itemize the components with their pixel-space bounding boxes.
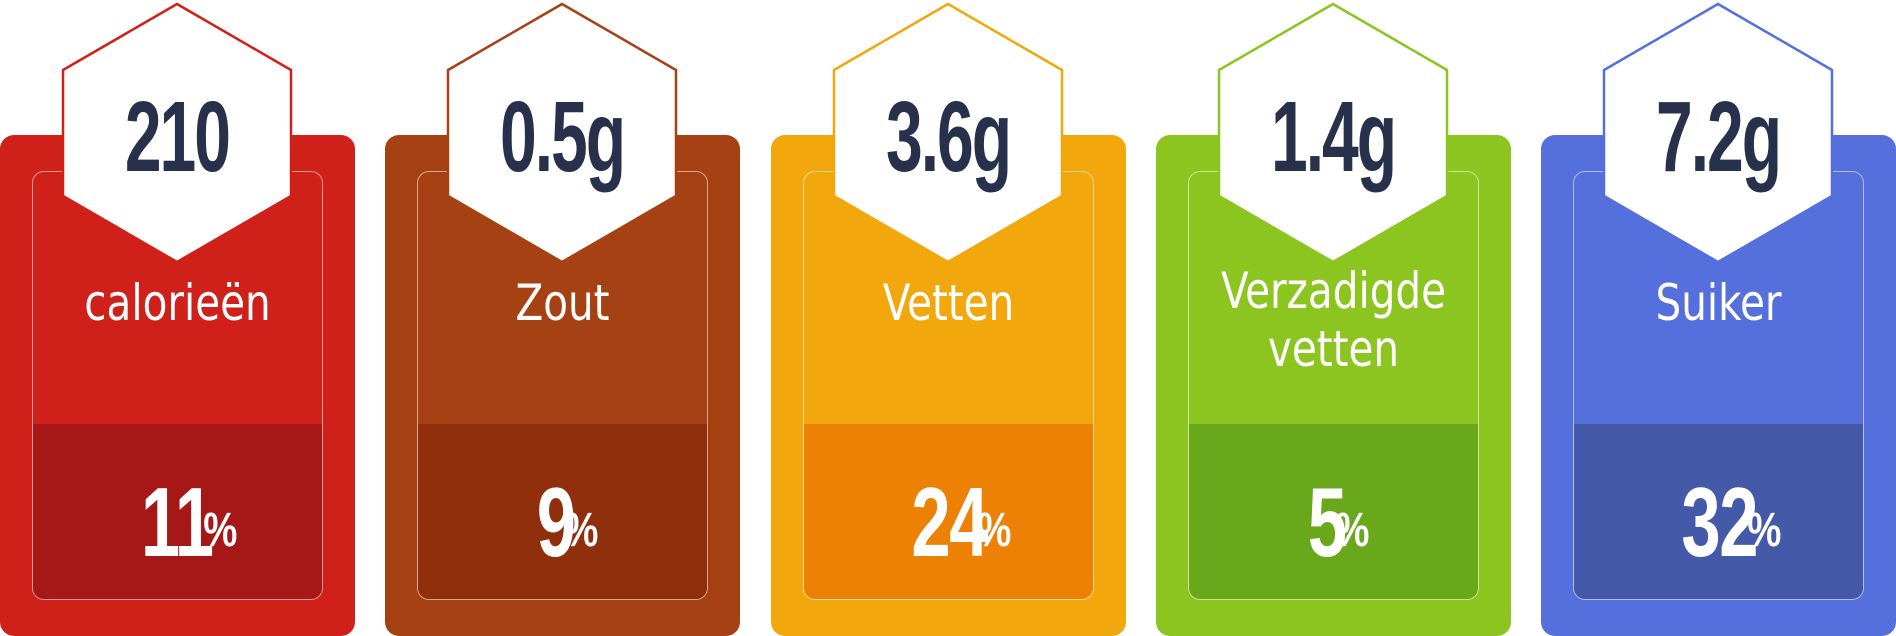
nutrient-label: Suiker: [1655, 274, 1782, 332]
percent-symbol: %: [1746, 504, 1782, 557]
hexagon-value: 3.6g: [828, 82, 1068, 192]
value-text: 3.6g: [885, 81, 1012, 193]
nutrition-card-fats: Vetten 24%: [771, 135, 1126, 636]
percent-value: 32: [1681, 467, 1758, 577]
percent-value: 24: [911, 467, 988, 577]
hexagon-value: 210: [57, 82, 297, 192]
hexagon-value: 1.4g: [1213, 82, 1453, 192]
value-text: 0.5g: [499, 81, 626, 193]
percent-symbol: %: [1335, 504, 1370, 557]
hexagon-badge-fats: [832, 2, 1064, 264]
percent-panel: [33, 424, 322, 599]
card-frame: Verzadigde vetten 5%: [1188, 171, 1479, 600]
hexagon-badge-saturated-fats: [1217, 2, 1449, 264]
daily-percent: 32%: [1574, 472, 1863, 572]
percent-panel: [418, 424, 707, 599]
percent-panel: [804, 424, 1093, 599]
nutrient-label: Vetten: [882, 274, 1015, 332]
percent-symbol: %: [564, 504, 599, 557]
hexagon-value: 0.5g: [442, 82, 682, 192]
card-frame: calorieën 11%: [32, 171, 323, 600]
percent-value: 9: [536, 467, 576, 577]
daily-percent: 11%: [33, 472, 322, 572]
nutrient-label: calorieën: [84, 274, 271, 332]
daily-percent: 5%: [1189, 472, 1478, 572]
percent-panel: [1189, 424, 1478, 599]
nutrient-label: Verzadigde: [1220, 262, 1447, 320]
percent-symbol: %: [203, 504, 238, 557]
hexagon-value: 7.2g: [1598, 82, 1838, 192]
hexagon-badge-sugar: [1602, 2, 1834, 264]
daily-percent: 9%: [418, 472, 707, 572]
hexagon-badge-salt: [446, 2, 678, 264]
card-frame: Vetten 24%: [803, 171, 1094, 600]
hexagon-badge-calories: [61, 2, 293, 264]
daily-percent: 24%: [804, 472, 1093, 572]
value-text: 7.2g: [1655, 81, 1782, 193]
nutrient-label-line2: vetten: [1267, 320, 1400, 378]
percent-value: 5: [1307, 467, 1347, 577]
nutrition-card-saturated-fats: Verzadigde vetten 5%: [1156, 135, 1511, 636]
percent-value: 11: [141, 467, 214, 577]
percent-symbol: %: [976, 504, 1012, 557]
nutrient-label: Zout: [515, 274, 610, 332]
percent-panel: [1574, 424, 1863, 599]
card-frame: Zout 9%: [417, 171, 708, 600]
value-text: 1.4g: [1270, 81, 1397, 193]
card-frame: Suiker 32%: [1573, 171, 1864, 600]
value-text: 210: [124, 81, 231, 193]
